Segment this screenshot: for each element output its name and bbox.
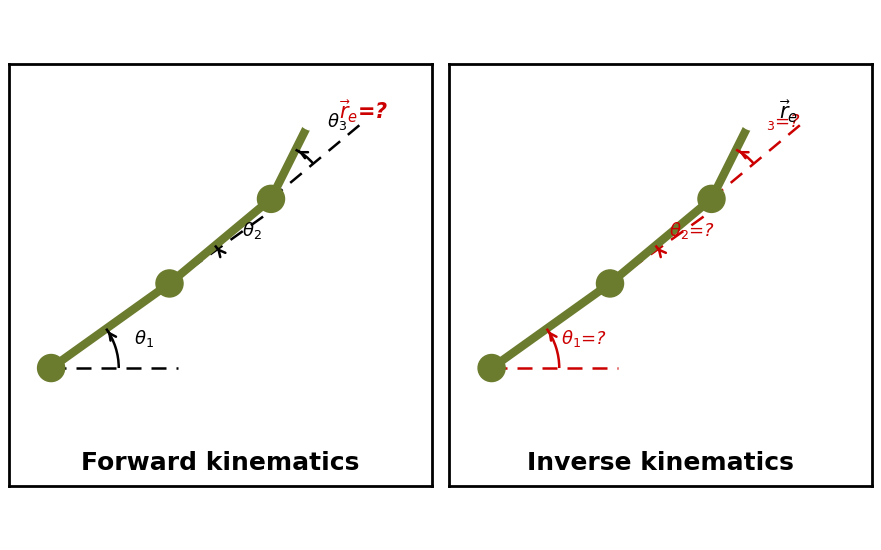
Text: $\vec{r}_e$: $\vec{r}_e$ (779, 99, 798, 125)
Text: $\vec{r}_e$=?: $\vec{r}_e$=? (338, 99, 389, 125)
Circle shape (478, 355, 505, 382)
Text: $\theta_3$: $\theta_3$ (327, 111, 347, 132)
Text: Inverse kinematics: Inverse kinematics (528, 451, 794, 475)
Circle shape (38, 355, 64, 382)
Circle shape (156, 270, 183, 297)
Text: $\theta_1$=?: $\theta_1$=? (561, 328, 607, 349)
Text: $\theta_2$: $\theta_2$ (241, 221, 262, 241)
Text: $\theta_2$=?: $\theta_2$=? (670, 221, 715, 241)
Circle shape (297, 98, 329, 130)
Circle shape (737, 98, 770, 130)
Text: $\theta_1$: $\theta_1$ (134, 328, 153, 349)
Text: $\theta_3$=?: $\theta_3$=? (755, 111, 801, 132)
Circle shape (596, 270, 624, 297)
Circle shape (257, 185, 285, 212)
Circle shape (698, 185, 725, 212)
Text: Forward kinematics: Forward kinematics (81, 451, 359, 475)
